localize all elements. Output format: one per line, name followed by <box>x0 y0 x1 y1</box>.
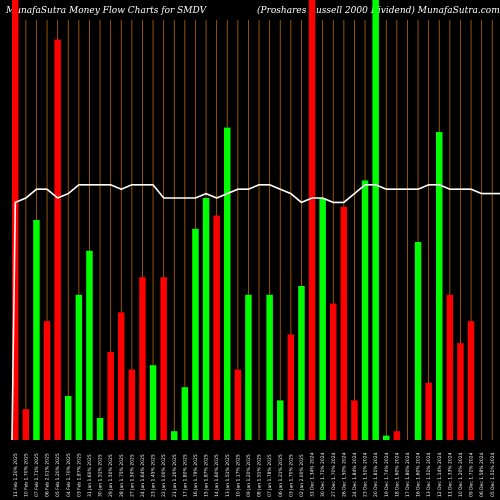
x-tick-label: 28 Jan 1.75% 2025 <box>119 454 125 497</box>
bar-17 <box>181 387 189 440</box>
x-tick-label: 27 Dec 1.70% 2024 <box>331 452 337 497</box>
bar-7 <box>75 294 83 440</box>
bar-19 <box>202 198 210 440</box>
bar-12 <box>128 369 136 440</box>
bar-31 <box>330 303 337 440</box>
x-tick-label: 15 Jan 1.87% 2025 <box>204 454 210 497</box>
x-tick-label: 03 Jan 1.70% 2025 <box>288 454 294 497</box>
x-tick-label: 31 Dec 1.34% 2024 <box>310 452 316 497</box>
bar-32 <box>340 206 348 440</box>
bar-35 <box>372 0 379 440</box>
bar-9 <box>96 418 104 440</box>
bar-23 <box>245 294 252 440</box>
x-tick-label: 19 Dec 1.74% 2024 <box>384 452 390 497</box>
x-tick-label: 06 Jan 1.21% 2025 <box>278 454 284 497</box>
x-tick-label: 23 Dec 1.51% 2024 <box>363 452 369 497</box>
bar-16 <box>171 431 178 440</box>
x-tick-label: 31 Jan 1.60% 2025 <box>87 454 93 497</box>
x-tick-label: 12 Dec 1.14% 2024 <box>437 452 443 497</box>
bar-34 <box>361 180 369 440</box>
x-tick-label: 03 Feb 1.87% 2025 <box>76 453 82 497</box>
bar-11 <box>118 312 125 440</box>
bar-37 <box>393 431 401 440</box>
x-tick-label: 22 Jan 1.00% 2025 <box>161 454 167 497</box>
bar-series <box>12 0 475 440</box>
x-tick-label: 10 Feb 1.70% 2025 <box>23 453 29 497</box>
bar-14 <box>149 365 157 440</box>
bar-40 <box>425 382 432 440</box>
x-tick-label: 29 Jan 1.50% 2025 <box>108 454 114 497</box>
x-tick-label: 30 Dec 1.71% 2024 <box>320 452 326 497</box>
x-tick-label: 09 Jan 1.20% 2025 <box>246 454 252 497</box>
x-tick-label: 08 Jan 1.51% 2025 <box>257 454 263 497</box>
x-tick-label: 10 Jan 1.17% 2025 <box>235 454 241 497</box>
x-tick-label: 10 Dec 1.20% 2024 <box>458 452 464 497</box>
bar-6 <box>65 396 72 440</box>
bar-33 <box>351 400 358 440</box>
bar-30 <box>319 198 326 440</box>
line-series <box>11 184 500 441</box>
bar-28 <box>298 286 305 440</box>
bar-36 <box>383 435 390 440</box>
bar-41 <box>436 132 443 440</box>
money-flow-line <box>11 184 500 441</box>
x-tick-label: 24 Dec 1.84% 2024 <box>352 452 358 497</box>
bar-4 <box>43 321 51 440</box>
x-tick-label: 05 Dec 1.51% 2024 <box>490 452 496 497</box>
x-tick-label: 24 Jan 1.64% 2025 <box>140 454 146 497</box>
x-tick-label: 14 Jan 1.60% 2025 <box>214 454 220 497</box>
x-tick-label: 23 Jan 1.45% 2025 <box>151 454 157 497</box>
x-tick-label: 30 Jan 1.51% 2025 <box>98 454 104 497</box>
bar-27 <box>287 334 295 440</box>
x-tick-label: 26 Dec 1.50% 2024 <box>341 452 347 497</box>
bar-20 <box>213 215 220 440</box>
x-tick-label: 18 Dec 1.60% 2024 <box>394 452 400 497</box>
x-tick-label: 13 Dec 1.51% 2024 <box>426 452 432 497</box>
bar-44 <box>467 321 475 440</box>
x-tick-label: 07 Feb 1.71% 2025 <box>34 453 40 497</box>
x-tick-label: 17 Dec 1.80% 2024 <box>405 452 411 497</box>
bar-26 <box>277 400 284 440</box>
bar-3 <box>33 220 40 440</box>
x-tick-label: 06 Feb 2.01% 2025 <box>45 453 51 497</box>
x-tick-label: 27 Jan 1.50% 2025 <box>129 454 135 497</box>
x-tick-label: 09 Dec 1.71% 2024 <box>469 452 475 497</box>
bar-15 <box>160 277 167 440</box>
x-tick-label: 13 Jan 1.51% 2025 <box>225 454 231 497</box>
x-tick-label: 17 Jan 1.80% 2025 <box>182 454 188 497</box>
bar-5 <box>54 39 61 440</box>
bar-25 <box>266 294 273 440</box>
bar-18 <box>192 228 199 440</box>
x-tick-label: 04 Feb 1.70% 2025 <box>66 453 72 497</box>
bar-8 <box>86 250 93 440</box>
chart-title: MunafaSutra Money Flow Charts for SMDV <box>6 6 207 16</box>
x-tick-label: 07 Jan 1.78% 2025 <box>267 454 273 497</box>
bar-22 <box>234 369 242 440</box>
x-tick-labels: 11 Feb 1.20% 2025 10 Feb 1.70% 2025 07 Feb… <box>13 452 496 497</box>
x-tick-label: 20 Dec 1.81% 2024 <box>373 452 379 497</box>
bar-10 <box>107 352 114 440</box>
x-tick-label: 02 Jan 2.00% 2025 <box>299 454 305 497</box>
x-tick-label: 05 Feb 1.20% 2025 <box>55 453 61 497</box>
x-tick-label: 11 Dec 1.33% 2024 <box>447 452 453 497</box>
bar-29 <box>308 0 316 440</box>
bar-42 <box>446 294 454 440</box>
x-tick-label: 21 Jan 1.20% 2025 <box>172 454 178 497</box>
bar-2 <box>22 409 30 440</box>
x-tick-label: 16 Dec 1.60% 2024 <box>416 452 422 497</box>
bar-13 <box>139 277 146 440</box>
bar-39 <box>414 242 422 440</box>
bar-21 <box>224 127 231 440</box>
x-tick-label: 11 Feb 1.20% 2025 <box>13 453 19 497</box>
x-tick-label: 06 Dec 1.58% 2024 <box>479 452 485 497</box>
bar-43 <box>457 343 464 440</box>
x-tick-label: 16 Jan 1.79% 2025 <box>193 454 199 497</box>
